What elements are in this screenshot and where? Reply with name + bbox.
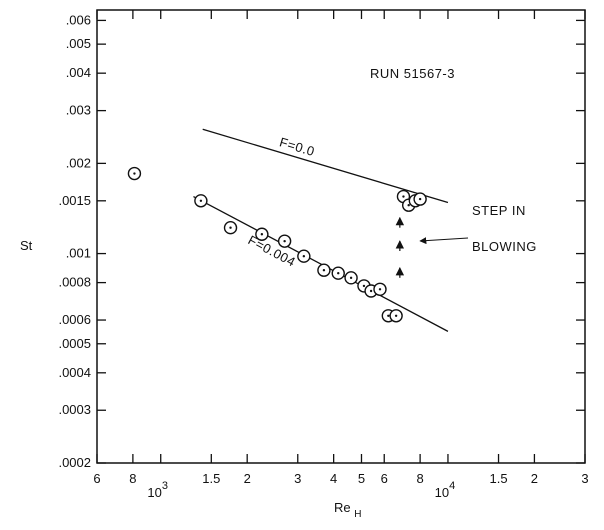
y-tick-label: .004 — [66, 65, 91, 80]
data-point-center — [402, 195, 405, 198]
x-tick-label: 6 — [93, 471, 100, 486]
y-tick-label: .005 — [66, 36, 91, 51]
data-point-center — [362, 284, 366, 288]
x-tick-label: 5 — [358, 471, 365, 486]
x-tick-label-exponent: 4 — [449, 480, 455, 492]
data-point-center — [302, 254, 306, 258]
x-tick-label: 2 — [244, 471, 251, 486]
data-point-center — [369, 289, 373, 293]
y-tick-label: .0006 — [58, 312, 91, 327]
y-axis-title: St — [20, 238, 33, 253]
x-tick-label: 103 — [147, 480, 168, 500]
data-point-center — [407, 204, 410, 207]
fit-line-label: F=0.0 — [278, 134, 317, 159]
data-point-center — [199, 199, 203, 203]
data-point-center — [349, 276, 353, 280]
x-axis-title-sub: H — [354, 509, 361, 520]
data-point-center — [283, 239, 286, 243]
y-tick-label: .002 — [66, 155, 91, 170]
x-tick-label: 1.5 — [489, 471, 507, 486]
y-tick-label: .0015 — [58, 193, 91, 208]
x-tick-label: 3 — [294, 471, 301, 486]
y-tick-label: .006 — [66, 12, 91, 27]
x-tick-label: 2 — [531, 471, 538, 486]
x-tick-label: 104 — [435, 480, 456, 500]
data-point-center — [260, 233, 264, 236]
plot-frame — [96, 9, 586, 464]
y-tick-label: .0008 — [58, 275, 91, 290]
data-point-center — [418, 197, 422, 201]
x-tick-label: 1.5 — [202, 471, 220, 486]
y-axis-ticks: .0002 .0003 .0004 .0005 .0006 .0008 .001 .0015.… — [58, 12, 585, 470]
y-tick-label: .0004 — [58, 365, 91, 380]
step-label-line1: STEP IN — [472, 203, 526, 218]
data-point-center — [337, 271, 340, 275]
run-label: RUN 51567-3 — [370, 66, 455, 81]
data-point-center — [322, 269, 326, 272]
fit-line — [202, 128, 449, 204]
step-label-pointer — [419, 237, 469, 245]
x-tick-label: 8 — [417, 471, 424, 486]
step-label-line2: BLOWING — [472, 239, 537, 254]
y-tick-label: .003 — [66, 103, 91, 118]
x-tick-label: 3 — [581, 471, 588, 486]
y-tick-label: .001 — [66, 246, 91, 261]
y-tick-label: .0003 — [58, 402, 91, 417]
data-point-center — [394, 314, 398, 317]
data-point-center — [229, 226, 232, 229]
x-axis-title: Re H — [334, 500, 361, 520]
x-tick-label: 8 — [129, 471, 136, 486]
y-tick-label: .0002 — [58, 455, 91, 470]
data-point-center — [378, 288, 382, 291]
x-axis-title-main: Re — [334, 500, 351, 515]
x-tick-label: 4 — [330, 471, 337, 486]
data-points — [127, 166, 427, 323]
x-tick-label: 6 — [381, 471, 388, 486]
data-point-center — [387, 314, 390, 317]
fit-line — [193, 195, 449, 332]
data-point-center — [133, 172, 136, 175]
x-tick-label-base: 10 — [435, 485, 449, 500]
x-tick-label-base: 10 — [147, 485, 161, 500]
y-tick-label: .0005 — [58, 336, 91, 351]
x-tick-label-exponent: 3 — [162, 480, 168, 492]
